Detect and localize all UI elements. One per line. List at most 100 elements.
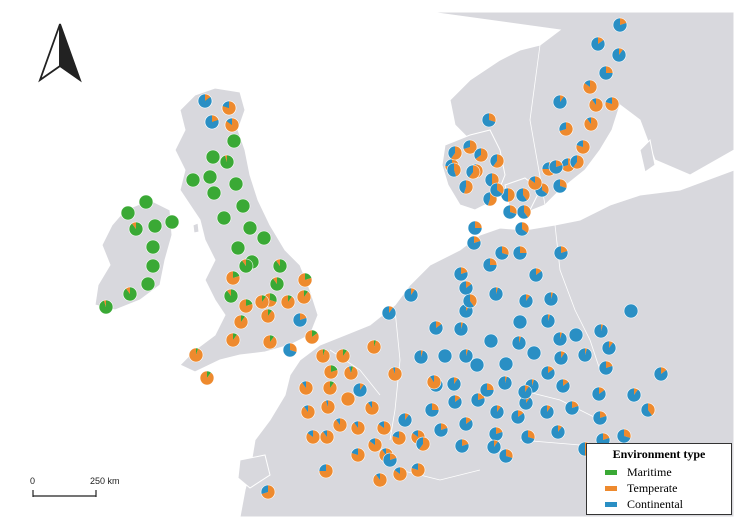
- pie-slice-continental: [578, 442, 585, 456]
- pie-slice-temperate: [470, 294, 478, 307]
- pie-outline: [140, 276, 156, 292]
- pie-slice-continental: [499, 357, 513, 371]
- site-pie-marker: [528, 267, 544, 283]
- pie-slice-temperate: [502, 246, 509, 256]
- site-pie-marker: [489, 182, 505, 198]
- pie-outline: [469, 357, 485, 373]
- site-pie-marker: [424, 402, 440, 418]
- site-pie-marker: [447, 394, 463, 410]
- pie-slice-continental: [483, 192, 490, 206]
- pie-outline: [335, 348, 351, 364]
- pie-slice-continental: [480, 383, 494, 397]
- site-pie-marker: [462, 139, 478, 155]
- pie-outline: [577, 347, 593, 363]
- site-pie-marker: [352, 382, 368, 398]
- pie-slice-continental: [382, 306, 396, 320]
- pie-outline: [300, 404, 316, 420]
- pie-slice-continental: [429, 375, 434, 382]
- pie-slice-continental: [411, 463, 418, 470]
- pie-outline: [502, 204, 518, 220]
- pie-slice-temperate: [226, 271, 240, 285]
- pie-slice-temperate: [298, 273, 312, 287]
- pie-slice-temperate: [475, 148, 489, 163]
- pie-slice-maritime: [203, 170, 217, 184]
- pie-slice-continental: [301, 381, 306, 388]
- pie-slice-continental: [624, 304, 638, 318]
- pie-outline: [238, 298, 254, 314]
- pie-slice-temperate: [492, 154, 505, 168]
- pie-slice-temperate: [461, 267, 468, 274]
- site-pie-marker: [458, 280, 474, 296]
- pie-outline: [367, 437, 383, 453]
- land-gotland: [639, 138, 656, 173]
- pie-slice-continental: [392, 367, 395, 374]
- pie-outline: [488, 286, 504, 302]
- site-pie-marker: [527, 175, 543, 191]
- site-pie-marker: [413, 349, 429, 365]
- legend: Environment type Maritime Temperate Cont…: [586, 443, 732, 515]
- pie-outline: [221, 100, 237, 116]
- site-pie-marker: [540, 313, 556, 329]
- pie-outline: [510, 409, 526, 425]
- pie-outline: [256, 230, 272, 246]
- pie-slice-temperate: [335, 349, 350, 364]
- pie-outline: [343, 365, 359, 381]
- pie-slice-continental: [511, 410, 525, 424]
- pie-slice-continental: [489, 427, 504, 442]
- pie-slice-temperate: [239, 299, 253, 313]
- pie-slice-temperate: [561, 246, 568, 253]
- pie-outline: [473, 147, 489, 163]
- pie-slice-temperate: [600, 411, 607, 418]
- site-pie-marker: [254, 294, 270, 310]
- pie-slice-continental: [599, 361, 614, 376]
- pie-outline: [242, 220, 258, 236]
- pie-slice-continental: [490, 405, 505, 420]
- pie-slice-temperate: [606, 361, 613, 368]
- site-pie-marker: [626, 387, 642, 403]
- pie-slice-temperate: [601, 324, 604, 331]
- site-pie-marker: [467, 220, 483, 236]
- site-pie-marker: [512, 245, 528, 261]
- pie-slice-continental: [392, 431, 399, 438]
- pie-outline: [224, 117, 240, 133]
- pie-slice-maritime: [233, 333, 238, 340]
- pie-slice-temperate: [333, 418, 348, 432]
- pie-slice-temperate: [272, 277, 277, 284]
- pie-slice-continental: [414, 350, 429, 364]
- pie-outline: [558, 121, 574, 137]
- pie-slice-maritime: [148, 219, 162, 233]
- site-pie-marker: [272, 258, 288, 274]
- pie-slice-maritime: [146, 240, 160, 254]
- site-pie-marker: [164, 214, 180, 230]
- pie-slice-temperate: [559, 122, 573, 136]
- pie-outline: [526, 345, 542, 361]
- pie-slice-continental: [303, 405, 308, 412]
- pie-outline: [458, 179, 474, 195]
- site-pie-marker: [372, 472, 388, 488]
- pie-slice-continental: [283, 343, 297, 358]
- pie-outline: [98, 299, 114, 315]
- pie-outline: [553, 245, 569, 261]
- site-pie-marker: [552, 331, 568, 347]
- pie-slice-temperate: [125, 287, 130, 294]
- pie-slice-temperate: [300, 313, 307, 320]
- site-pie-marker: [387, 366, 403, 382]
- site-pie-marker: [568, 327, 584, 343]
- pie-slice-temperate: [468, 165, 481, 179]
- pie-slice-continental: [578, 348, 593, 362]
- pie-outline: [323, 364, 339, 380]
- pie-outline: [458, 416, 474, 432]
- pie-outline: [552, 94, 568, 110]
- pie-slice-maritime: [305, 273, 312, 280]
- pie-slice-continental: [471, 393, 485, 408]
- site-pie-marker: [510, 409, 526, 425]
- pie-slice-continental: [468, 221, 482, 235]
- pie-outline: [364, 400, 380, 416]
- pie-slice-maritime: [270, 335, 275, 342]
- pie-slice-continental: [375, 473, 380, 480]
- site-pie-marker: [225, 332, 241, 348]
- pie-slice-temperate: [560, 179, 568, 189]
- pie-slice-temperate: [474, 236, 481, 243]
- site-pie-marker: [206, 185, 222, 201]
- pie-slice-continental: [592, 387, 607, 401]
